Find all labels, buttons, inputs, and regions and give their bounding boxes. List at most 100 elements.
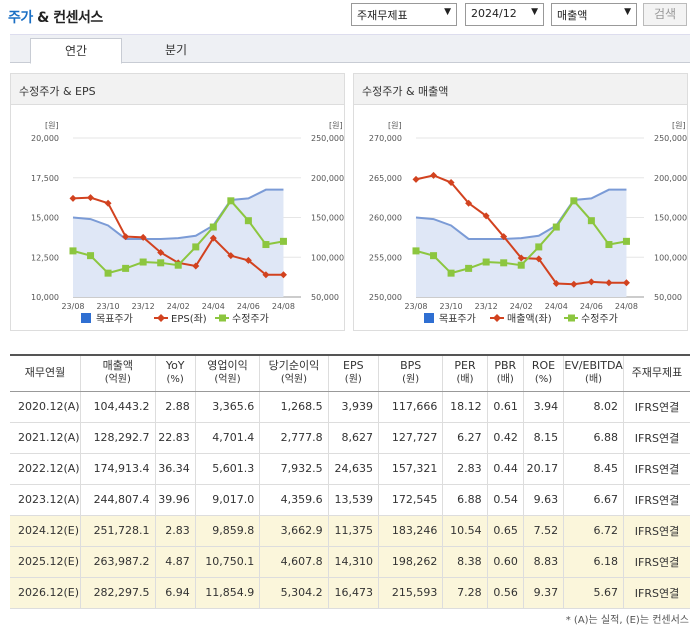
table-cell: 20.17 [522, 453, 564, 485]
data-point [174, 261, 182, 269]
data-point [447, 179, 455, 187]
data-point [209, 223, 217, 231]
data-point [535, 255, 543, 263]
data-point [227, 252, 235, 260]
table-cell: 263,987.2 [80, 546, 156, 578]
data-point [605, 241, 613, 249]
column-header: PBR (배) [486, 354, 524, 392]
legend-label: 수정주가 [232, 313, 269, 325]
table-cell: 198,262 [377, 546, 443, 578]
table-cell: 18.12 [442, 391, 488, 423]
y-left-tick-label: 20,000 [31, 134, 59, 143]
data-point [587, 217, 595, 225]
data-point [227, 197, 235, 205]
right-axis-unit: [원] [329, 121, 343, 130]
x-tick-label: 23/08 [404, 302, 427, 311]
y-left-tick-label: 250,000 [369, 293, 402, 302]
y-right-tick-label: 50,000 [654, 293, 682, 302]
table-cell: 22.83 [154, 422, 196, 454]
statement-type-select[interactable]: 주재무제표 ▼ [351, 3, 457, 26]
metric-select[interactable]: 매출액 ▼ [551, 3, 637, 26]
chevron-down-icon: ▼ [444, 7, 451, 17]
data-point [412, 175, 420, 183]
x-tick-label: 24/06 [580, 302, 603, 311]
footnote: * (A)는 실적, (E)는 컨센서스 [565, 615, 689, 626]
table-cell: 0.56 [486, 577, 524, 609]
data-point [104, 269, 112, 277]
table-cell: 9.37 [522, 577, 564, 609]
y-right-tick-label: 100,000 [311, 253, 344, 262]
table-cell: IFRS연결 [622, 577, 690, 609]
table-cell: 2022.12(A) [10, 453, 81, 485]
column-header: PER (배) [442, 354, 488, 392]
y-left-tick-label: 15,000 [31, 214, 59, 223]
table-cell: 8,627 [327, 422, 379, 454]
column-header: ROE (%) [522, 354, 564, 392]
x-tick-label: 23/12 [132, 302, 155, 311]
table-row: 2021.12(A) 128,292.7 22.83 4,701.4 2,777.8 8,… [10, 422, 690, 454]
table-cell: 36.34 [154, 453, 196, 485]
table-cell: IFRS연결 [622, 453, 690, 485]
data-point [244, 256, 252, 264]
data-point [192, 262, 200, 270]
table-cell: 2.83 [154, 515, 196, 547]
table-cell: 3,939 [327, 391, 379, 423]
y-left-tick-label: 10,000 [31, 293, 59, 302]
target-price-area [416, 189, 627, 297]
y-left-tick-label: 270,000 [369, 134, 402, 143]
table-cell: 0.60 [486, 546, 524, 578]
table-cell: 3,662.9 [259, 515, 329, 547]
data-point [139, 233, 147, 241]
y-left-tick-label: 260,000 [369, 214, 402, 223]
legend-label: 매출액(좌) [507, 313, 552, 325]
legend-label: EPS(좌) [171, 313, 207, 325]
x-tick-label: 24/04 [545, 302, 568, 311]
table-cell: 5,304.2 [259, 577, 329, 609]
data-point [412, 247, 420, 255]
y-right-tick-label: 250,000 [311, 134, 344, 143]
column-header: 재무연월 [10, 354, 81, 392]
data-point [622, 279, 630, 287]
table-cell: 2025.12(E) [10, 546, 81, 578]
table-cell: 4,359.6 [259, 484, 329, 516]
table-row: 2022.12(A) 174,913.4 36.34 5,601.3 7,932.5 24… [10, 453, 690, 485]
table-cell: 2,777.8 [259, 422, 329, 454]
data-point [570, 280, 578, 288]
table-cell: 0.54 [486, 484, 524, 516]
table-cell: IFRS연결 [622, 484, 690, 516]
table-cell: 5,601.3 [194, 453, 260, 485]
y-right-tick-label: 150,000 [654, 214, 687, 223]
table-row: 2025.12(E) 263,987.2 4.87 10,750.1 4,607.8 14… [10, 546, 690, 578]
table-cell: 6.72 [563, 515, 624, 547]
table-cell: 6.88 [442, 484, 488, 516]
x-tick-label: 24/02 [510, 302, 533, 311]
y-left-tick-label: 17,500 [31, 174, 59, 183]
column-header: EV/EBITDA (배) [563, 354, 624, 392]
period-tabs: 연간 분기 [10, 34, 690, 64]
table-cell: 39.96 [154, 484, 196, 516]
search-button[interactable]: 검색 [643, 3, 687, 26]
period-select[interactable]: 2024/12 ▼ [465, 3, 544, 26]
tab-annual[interactable]: 연간 [30, 38, 122, 64]
x-tick-label: 24/02 [167, 302, 190, 311]
left-axis-unit: [원] [388, 121, 402, 130]
table-cell: 6.18 [563, 546, 624, 578]
y-right-tick-label: 100,000 [654, 253, 687, 262]
y-right-tick-label: 200,000 [311, 174, 344, 183]
x-tick-label: 23/10 [440, 302, 463, 311]
data-point [157, 248, 165, 256]
table-cell: 14,310 [327, 546, 379, 578]
legend-marker [219, 314, 226, 322]
tab-quarterly[interactable]: 분기 [164, 43, 188, 57]
x-tick-label: 24/08 [615, 302, 638, 311]
data-point [87, 252, 95, 260]
table-cell: 104,443.2 [80, 391, 156, 423]
x-tick-label: 23/12 [475, 302, 498, 311]
column-header: 영업이익 (억원) [194, 354, 260, 392]
table-row: 2026.12(E) 282,297.5 6.94 11,854.9 5,304.2 16… [10, 577, 690, 609]
legend-label: 목표주가 [439, 313, 476, 325]
table-cell: 244,807.4 [80, 484, 156, 516]
legend-marker [157, 314, 165, 322]
y-right-tick-label: 200,000 [654, 174, 687, 183]
legend-marker [493, 314, 501, 322]
